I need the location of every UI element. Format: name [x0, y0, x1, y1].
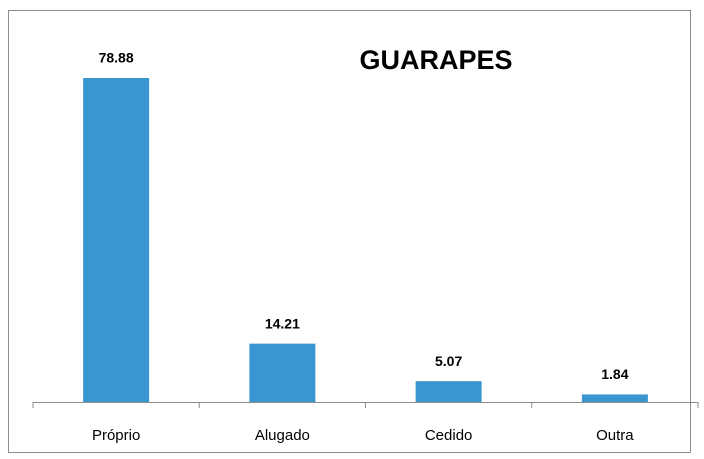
x-tick-label: Cedido	[425, 427, 473, 444]
value-label: 14.21	[265, 315, 300, 331]
value-label: 78.88	[99, 50, 134, 66]
x-tick-label: Próprio	[92, 427, 140, 444]
bar	[415, 381, 482, 402]
value-label: 5.07	[435, 353, 462, 369]
bar	[249, 343, 316, 402]
bar	[581, 394, 648, 402]
chart-title: GUARAPES	[359, 45, 512, 75]
x-tick-label: Outra	[596, 427, 634, 444]
bar	[83, 78, 150, 402]
value-label: 1.84	[601, 366, 628, 382]
x-tick-label: Alugado	[255, 427, 310, 444]
